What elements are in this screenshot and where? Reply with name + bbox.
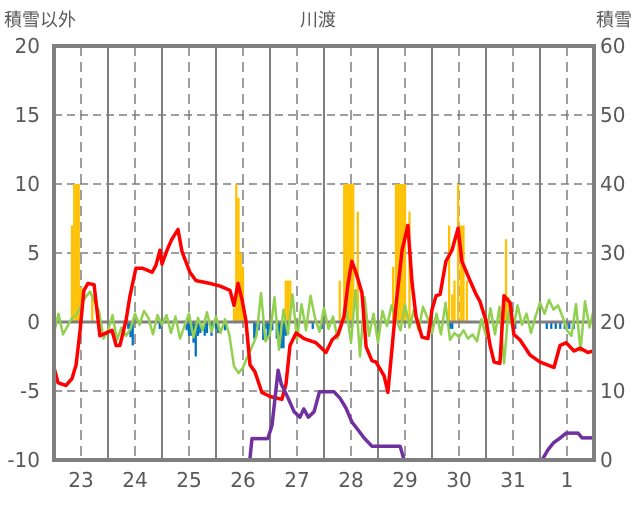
precip-bar: [462, 225, 465, 322]
negative-bar: [262, 322, 265, 340]
negative-bar: [214, 322, 218, 329]
left-tick-label: 15: [15, 103, 40, 127]
negative-bar: [282, 322, 285, 349]
precip-bar: [460, 225, 463, 322]
negative-bar: [554, 322, 557, 329]
precip-bar: [77, 184, 80, 322]
precip-bar: [345, 184, 348, 322]
x-tick-label: 1: [561, 468, 574, 492]
purple-snow-depth-line: [54, 368, 594, 462]
precip-bar: [352, 184, 355, 322]
precip-bar: [447, 225, 451, 322]
precip-bar: [75, 184, 78, 322]
x-tick-label: 24: [122, 468, 147, 492]
negative-bar: [311, 322, 314, 329]
precip-bar: [504, 239, 508, 322]
plot-border: [52, 44, 596, 462]
negative-bar: [223, 322, 227, 331]
left-tick-label: -5: [20, 379, 40, 403]
precip-bar: [237, 197, 240, 322]
precip-bar: [70, 225, 74, 322]
right-tick-label: 40: [600, 172, 625, 196]
negative-bar: [203, 322, 206, 336]
negative-bar: [266, 322, 269, 338]
precip-bar: [507, 297, 510, 322]
precip-bar: [338, 280, 341, 322]
precip-bar: [451, 294, 454, 322]
left-tick-label: -10: [7, 448, 40, 472]
precip-bar: [391, 266, 395, 322]
x-tick-label: 26: [230, 468, 255, 492]
negative-bar: [205, 322, 209, 334]
right-tick-label: 10: [600, 379, 625, 403]
left-tick-label: 10: [15, 172, 40, 196]
negative-bar: [568, 322, 571, 329]
precip-bar: [456, 184, 460, 322]
precip-bar: [403, 184, 407, 322]
x-tick-label: 31: [500, 468, 525, 492]
x-tick-label: 27: [284, 468, 309, 492]
negative-bar: [264, 322, 267, 329]
x-tick-label: 25: [176, 468, 201, 492]
x-tick-label: 29: [392, 468, 417, 492]
chart-title: 川渡: [300, 10, 336, 31]
green-line: [52, 289, 596, 375]
left-tick-label: 20: [15, 34, 40, 58]
negative-bar: [158, 322, 161, 329]
precip-bar: [289, 280, 292, 322]
right-tick-label: 60: [600, 34, 625, 58]
negative-bar: [448, 322, 452, 329]
lines: [52, 223, 596, 462]
negative-bar: [550, 322, 553, 329]
negative-bar: [127, 322, 130, 329]
negative-bar: [187, 322, 191, 336]
precip-bar: [453, 280, 456, 322]
precip-bar: [397, 184, 400, 322]
precip-bar: [286, 280, 290, 322]
right-tick-label: 30: [600, 241, 625, 265]
precip-bar: [343, 184, 346, 322]
precip-bar: [91, 294, 94, 322]
tick-labels: 20 60 15 50 10 40 5 30 0 20 -5 10 -10 0 23 24 25 26 27 28 29…: [7, 34, 625, 492]
negative-bar: [194, 322, 197, 357]
negative-bar: [253, 322, 256, 339]
left-axis-title: 積雪以外: [4, 10, 76, 31]
precip-bar: [284, 280, 287, 322]
x-tick-label: 28: [338, 468, 363, 492]
negative-bar: [131, 322, 134, 346]
right-tick-label: 20: [600, 310, 625, 334]
negative-bar: [514, 322, 517, 329]
precip-bar: [349, 184, 353, 322]
precip-bar: [241, 266, 245, 322]
precip-bar: [73, 184, 76, 322]
right-tick-label: 50: [600, 103, 625, 127]
plot-frame: [52, 44, 596, 462]
x-tick-label: 23: [68, 468, 93, 492]
negative-bar: [451, 322, 454, 329]
left-tick-label: 0: [27, 310, 40, 334]
precip-bar: [235, 184, 238, 322]
negative-bar: [185, 322, 188, 331]
negative-bar: [545, 322, 548, 329]
x-tick-label: 30: [446, 468, 471, 492]
precip-bar: [232, 308, 236, 322]
red-line: [52, 223, 594, 402]
precip-bar: [394, 184, 398, 322]
negative-bar: [196, 322, 200, 336]
precip-bar: [465, 280, 468, 322]
right-axis-title: 積雪: [596, 10, 632, 31]
precip-bar: [347, 184, 350, 322]
gridlines: [54, 46, 594, 460]
right-tick-label: 0: [600, 448, 613, 472]
negative-bar: [559, 322, 562, 329]
left-tick-label: 5: [27, 241, 40, 265]
precip-bar: [356, 211, 359, 322]
negative-bar: [277, 322, 281, 342]
